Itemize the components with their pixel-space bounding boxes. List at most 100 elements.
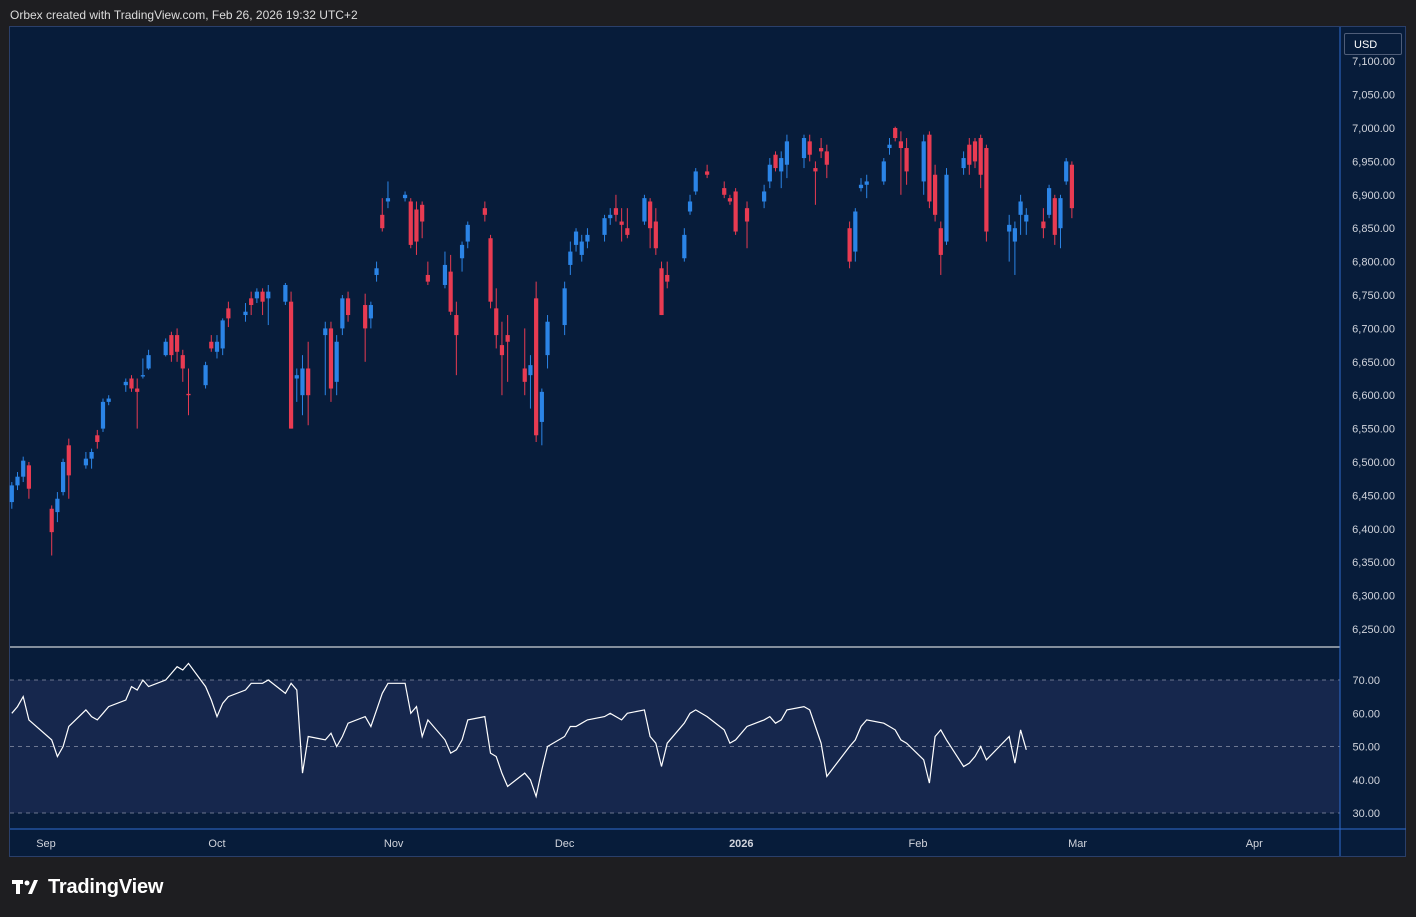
candle-body xyxy=(893,128,898,139)
candle-body xyxy=(1041,221,1046,229)
candle-body xyxy=(49,508,54,533)
candle-body xyxy=(534,298,539,436)
price-tick-label: 6,850.00 xyxy=(1352,223,1395,235)
time-axis: Sep Oct Nov Dec 2026 Feb Mar Apr xyxy=(10,828,1406,850)
candle-body xyxy=(283,284,288,302)
candle-body xyxy=(602,218,607,235)
candle-body xyxy=(1024,214,1029,222)
candle-body xyxy=(363,305,368,329)
rsi-line xyxy=(11,662,1027,799)
candle-body xyxy=(779,158,784,172)
candle-body xyxy=(824,151,829,165)
price-tick-label: 6,750.00 xyxy=(1352,290,1395,302)
price-tick-label: 7,000.00 xyxy=(1352,123,1395,135)
rsi-tick-label: 30.00 xyxy=(1352,808,1380,820)
candle-body xyxy=(648,201,653,229)
candle-body xyxy=(619,221,624,225)
tradingview-logo-icon xyxy=(12,880,38,894)
price-tick-label: 6,600.00 xyxy=(1352,390,1395,402)
time-tick-label: Mar xyxy=(1068,838,1087,850)
candle-body xyxy=(693,171,698,192)
price-tick-label: 7,050.00 xyxy=(1352,90,1395,102)
candle-body xyxy=(819,148,824,152)
candle-body xyxy=(420,204,425,222)
candle-body xyxy=(123,381,128,386)
candle-body xyxy=(26,465,32,489)
candle-body xyxy=(66,445,71,476)
candle-body xyxy=(722,188,727,195)
price-tick-label: 6,700.00 xyxy=(1352,323,1395,335)
candle-body xyxy=(448,271,453,312)
candle-body xyxy=(568,251,573,265)
candle-body xyxy=(608,214,613,219)
candle-body xyxy=(984,148,989,232)
candle-body xyxy=(129,378,134,389)
candle-body xyxy=(1064,161,1069,182)
candle-body xyxy=(773,154,778,169)
candle-body xyxy=(961,158,966,169)
candle-body xyxy=(665,274,670,282)
candle-body xyxy=(1012,228,1017,242)
candle-body xyxy=(562,288,567,326)
candle-body xyxy=(306,368,311,396)
rsi-axis: 30.00 40.00 50.00 60.00 70.00 xyxy=(1352,675,1380,820)
currency-badge[interactable]: USD xyxy=(1344,33,1402,55)
candle-body xyxy=(488,238,493,302)
price-tick-label: 6,800.00 xyxy=(1352,257,1395,269)
candle-body xyxy=(95,435,100,442)
candle-body xyxy=(186,393,191,396)
tradingview-logo[interactable]: TradingView xyxy=(12,876,163,898)
candle-body xyxy=(209,341,214,349)
candle-body xyxy=(408,201,413,245)
rsi-tick-label: 60.00 xyxy=(1352,708,1380,720)
candle-body xyxy=(180,355,185,369)
candle-body xyxy=(226,308,231,319)
time-tick-label: Sep xyxy=(36,838,56,850)
rsi-tick-label: 70.00 xyxy=(1352,675,1380,687)
candle-body xyxy=(539,391,544,422)
price-tick-label: 6,550.00 xyxy=(1352,424,1395,436)
candle-body xyxy=(499,345,505,356)
candle-body xyxy=(345,298,351,316)
tradingview-brand-text: TradingView xyxy=(48,875,164,898)
price-tick-label: 6,650.00 xyxy=(1352,357,1395,369)
candle-body xyxy=(203,365,208,386)
price-axis: 6,250.00 6,300.00 6,350.00 6,400.00 6,450.00… xyxy=(1339,27,1395,856)
candle-body xyxy=(100,401,106,429)
time-tick-label: Apr xyxy=(1246,838,1263,850)
candle-body xyxy=(932,174,938,215)
candle-body xyxy=(288,301,294,429)
candle-body xyxy=(254,291,259,299)
candle-body xyxy=(174,335,180,352)
candle-body xyxy=(442,264,448,285)
time-tick-label: Feb xyxy=(909,838,928,850)
candle-body xyxy=(1052,198,1057,235)
price-pane xyxy=(9,126,1340,648)
candle-body xyxy=(801,138,807,159)
price-tick-label: 6,900.00 xyxy=(1352,190,1395,202)
price-tick-label: 6,400.00 xyxy=(1352,524,1395,536)
candle-body xyxy=(642,198,647,222)
candle-body xyxy=(260,291,265,302)
candle-body xyxy=(374,268,379,275)
candle-body xyxy=(522,368,527,382)
candle-body xyxy=(334,341,339,382)
time-tick-label: 2026 xyxy=(729,838,753,850)
candle-body xyxy=(687,201,693,212)
candle-body xyxy=(813,168,818,172)
candle-body xyxy=(864,181,869,185)
candle-body xyxy=(807,141,812,155)
candle-body xyxy=(106,398,111,402)
candle-body xyxy=(978,138,983,175)
candle-body xyxy=(858,184,864,189)
candle-body xyxy=(927,134,932,202)
candle-body xyxy=(921,141,926,182)
candle-body xyxy=(659,268,664,316)
chart-header: Orbex created with TradingView.com, Feb … xyxy=(10,8,358,22)
candle-body xyxy=(402,194,408,199)
candle-body xyxy=(21,460,26,477)
candle-body xyxy=(972,141,978,162)
candle-body xyxy=(414,209,419,242)
rsi-tick-label: 50.00 xyxy=(1352,742,1380,754)
